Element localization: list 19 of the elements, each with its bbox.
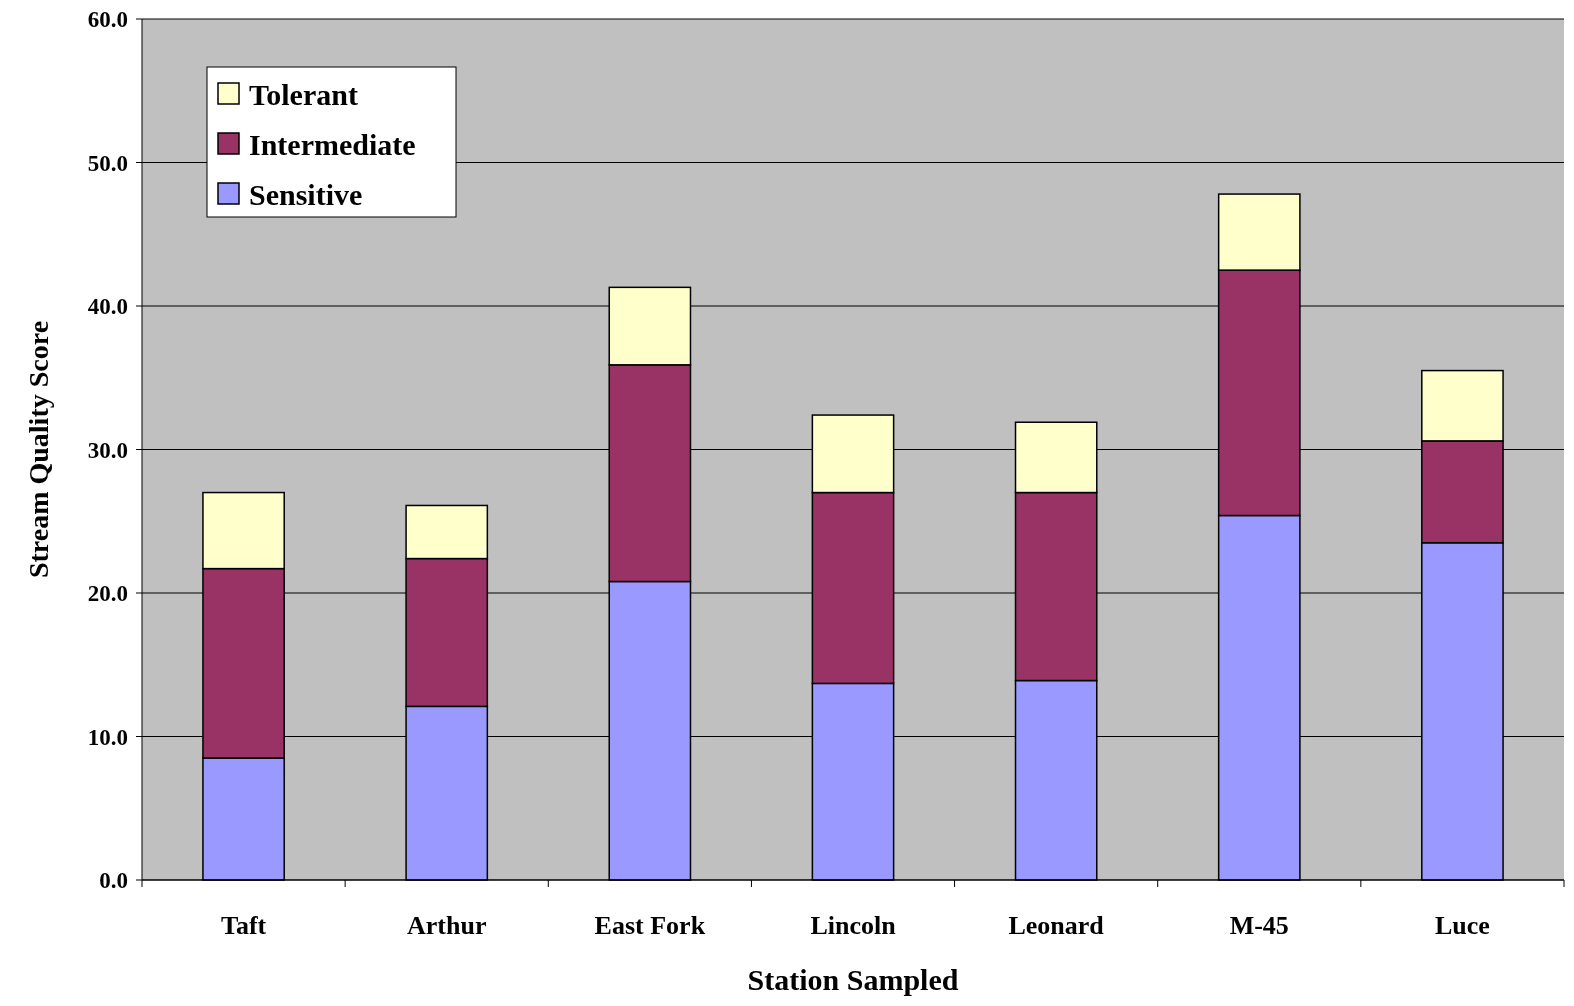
x-tick-label: M-45 — [1229, 911, 1289, 940]
x-tick-label: Luce — [1434, 911, 1490, 940]
x-tick-label: East Fork — [594, 911, 706, 940]
legend-label: Intermediate — [249, 127, 416, 161]
y-tick-label: 50.0 — [87, 150, 128, 176]
y-tick-label: 0.0 — [99, 868, 128, 894]
y-tick-label: 60.0 — [87, 7, 128, 33]
x-tick-label: Lincoln — [810, 911, 897, 940]
y-tick-label: 10.0 — [87, 724, 128, 750]
y-tick-label: 40.0 — [87, 294, 128, 320]
x-tick-label: Leonard — [1008, 911, 1105, 940]
x-tick-label: Arthur — [407, 911, 487, 940]
x-tick-label: Taft — [220, 911, 267, 940]
x-axis-title: Station Sampled — [747, 963, 959, 996]
legend-label: Tolerant — [249, 77, 358, 111]
y-axis-title: Stream Quality Score — [23, 320, 54, 579]
y-tick-label: 20.0 — [87, 581, 128, 607]
legend-label: Sensitive — [249, 177, 363, 211]
y-tick-label: 30.0 — [87, 437, 128, 463]
